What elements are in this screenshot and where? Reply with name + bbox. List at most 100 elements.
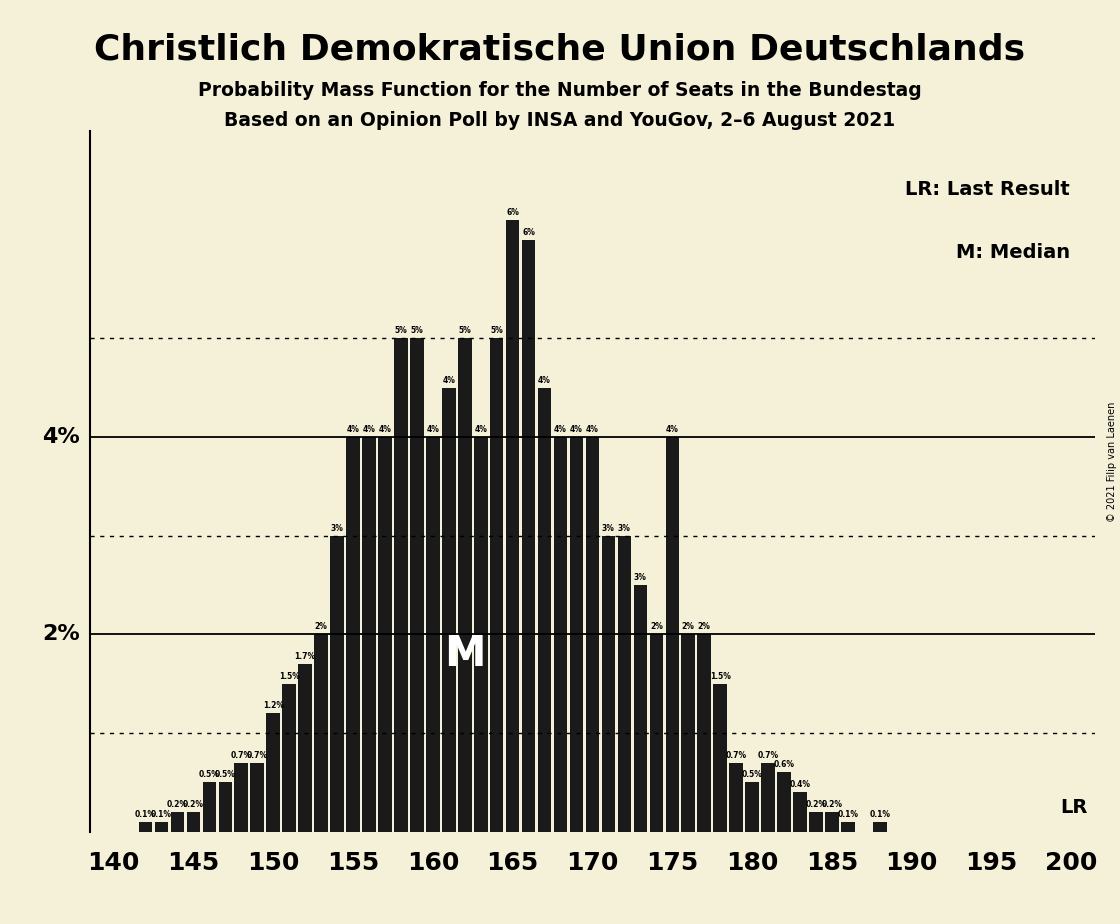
Bar	[489, 338, 504, 832]
Bar	[522, 239, 535, 832]
Text: 3%: 3%	[618, 524, 631, 533]
Bar	[793, 792, 806, 832]
Text: 1.2%: 1.2%	[263, 701, 283, 711]
Bar	[139, 821, 152, 832]
Text: 0.1%: 0.1%	[136, 809, 156, 819]
Text: 0.1%: 0.1%	[869, 809, 890, 819]
Text: 1.5%: 1.5%	[279, 672, 299, 681]
Text: 4%: 4%	[41, 427, 80, 447]
Text: LR: LR	[1060, 797, 1088, 817]
Bar	[155, 821, 168, 832]
Bar	[267, 713, 280, 832]
Text: 1.5%: 1.5%	[710, 672, 730, 681]
Text: 0.1%: 0.1%	[838, 809, 858, 819]
Bar	[298, 664, 311, 832]
Text: 6%: 6%	[522, 227, 535, 237]
Text: 0.2%: 0.2%	[805, 800, 827, 808]
Text: 2%: 2%	[315, 623, 327, 631]
Text: 5%: 5%	[411, 326, 423, 335]
Text: 2%: 2%	[650, 623, 663, 631]
Text: Christlich Demokratische Union Deutschlands: Christlich Demokratische Union Deutschla…	[94, 32, 1026, 67]
Bar	[458, 338, 472, 832]
Bar	[394, 338, 408, 832]
Text: 4%: 4%	[427, 425, 439, 434]
Text: LR: Last Result: LR: Last Result	[905, 180, 1071, 200]
Text: 4%: 4%	[346, 425, 360, 434]
Text: 2%: 2%	[41, 625, 80, 644]
Bar	[379, 437, 392, 832]
Text: M: M	[444, 633, 485, 675]
Bar	[234, 762, 248, 832]
Bar	[251, 762, 264, 832]
Text: 2%: 2%	[698, 623, 711, 631]
Text: 3%: 3%	[330, 524, 344, 533]
Bar	[665, 437, 679, 832]
Text: 4%: 4%	[442, 376, 455, 384]
Bar	[315, 634, 328, 832]
Bar	[187, 812, 200, 832]
Bar	[570, 437, 584, 832]
Text: 2%: 2%	[682, 623, 694, 631]
Text: 5%: 5%	[491, 326, 503, 335]
Text: 0.5%: 0.5%	[215, 771, 235, 779]
Bar	[874, 821, 887, 832]
Bar	[586, 437, 599, 832]
Text: 0.5%: 0.5%	[741, 771, 763, 779]
Bar	[841, 821, 855, 832]
Text: 3%: 3%	[634, 573, 647, 582]
Text: 0.7%: 0.7%	[726, 750, 747, 760]
Text: 0.4%: 0.4%	[790, 780, 811, 789]
Bar	[681, 634, 696, 832]
Bar	[553, 437, 568, 832]
Text: 0.2%: 0.2%	[821, 800, 842, 808]
Bar	[617, 536, 632, 832]
Text: 5%: 5%	[458, 326, 472, 335]
Text: 4%: 4%	[538, 376, 551, 384]
Text: 5%: 5%	[394, 326, 408, 335]
Bar	[362, 437, 376, 832]
Bar	[729, 762, 743, 832]
Text: 0.2%: 0.2%	[167, 800, 188, 808]
Text: 4%: 4%	[586, 425, 599, 434]
Text: 0.1%: 0.1%	[151, 809, 172, 819]
Text: 0.7%: 0.7%	[231, 750, 252, 760]
Text: 4%: 4%	[363, 425, 375, 434]
Text: 4%: 4%	[474, 425, 487, 434]
Bar	[282, 684, 296, 832]
Text: 0.5%: 0.5%	[199, 771, 220, 779]
Text: © 2021 Filip van Laenen: © 2021 Filip van Laenen	[1108, 402, 1117, 522]
Bar	[203, 783, 216, 832]
Bar	[170, 812, 184, 832]
Bar	[809, 812, 823, 832]
Text: 6%: 6%	[506, 208, 519, 217]
Text: Based on an Opinion Poll by INSA and YouGov, 2–6 August 2021: Based on an Opinion Poll by INSA and You…	[224, 111, 896, 130]
Text: Probability Mass Function for the Number of Seats in the Bundestag: Probability Mass Function for the Number…	[198, 81, 922, 101]
Bar	[346, 437, 360, 832]
Bar	[777, 772, 791, 832]
Bar	[474, 437, 487, 832]
Bar	[762, 762, 775, 832]
Bar	[426, 437, 440, 832]
Text: 4%: 4%	[379, 425, 391, 434]
Bar	[713, 684, 727, 832]
Text: 0.6%: 0.6%	[774, 760, 794, 770]
Text: 3%: 3%	[603, 524, 615, 533]
Bar	[634, 585, 647, 832]
Bar	[825, 812, 839, 832]
Text: M: Median: M: Median	[956, 243, 1071, 262]
Bar	[410, 338, 423, 832]
Text: 4%: 4%	[570, 425, 582, 434]
Text: 0.2%: 0.2%	[183, 800, 204, 808]
Bar	[538, 388, 551, 832]
Text: 4%: 4%	[666, 425, 679, 434]
Bar	[330, 536, 344, 832]
Text: 0.7%: 0.7%	[757, 750, 778, 760]
Bar	[650, 634, 663, 832]
Bar	[442, 388, 456, 832]
Bar	[745, 783, 759, 832]
Bar	[218, 783, 232, 832]
Text: 0.7%: 0.7%	[246, 750, 268, 760]
Bar	[506, 220, 520, 832]
Bar	[601, 536, 615, 832]
Text: 4%: 4%	[554, 425, 567, 434]
